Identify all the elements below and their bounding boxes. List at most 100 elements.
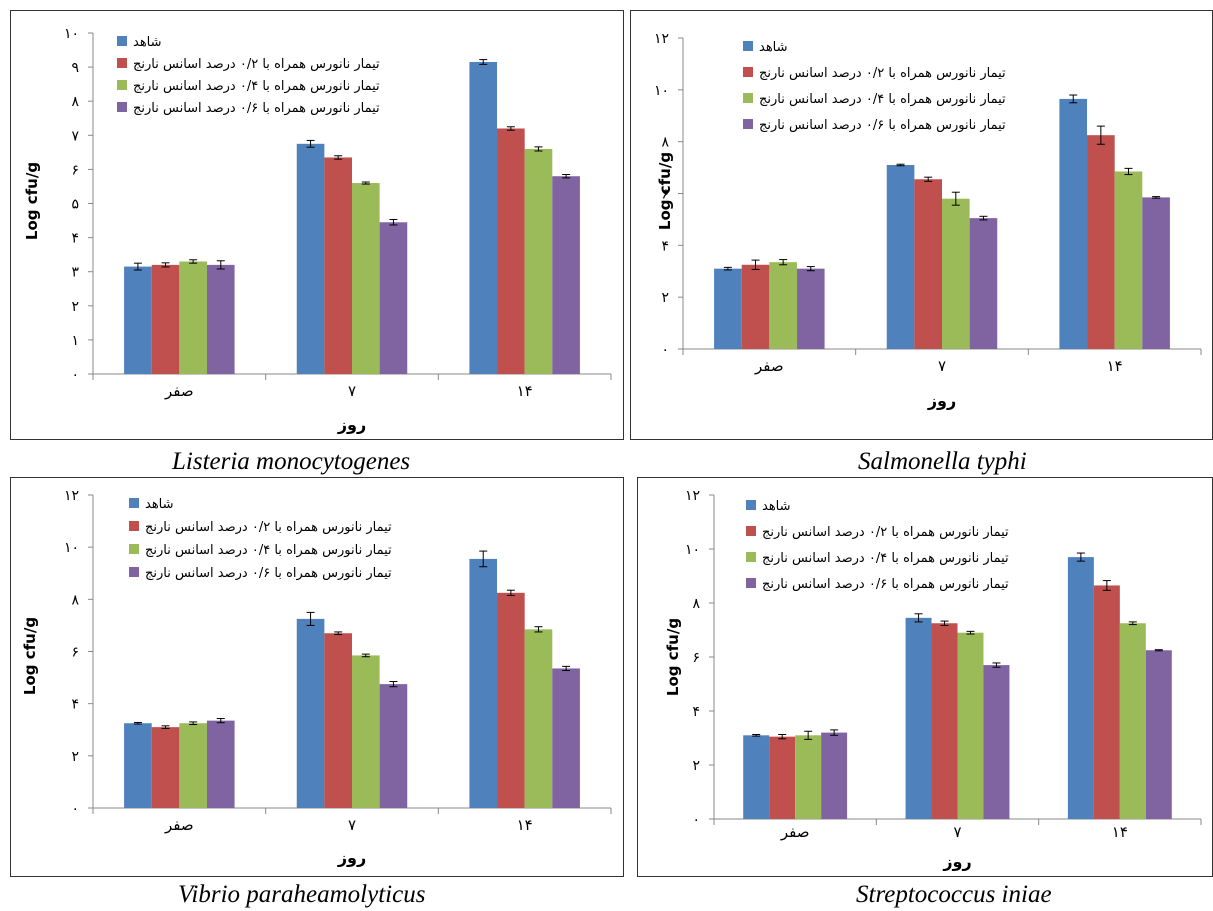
error-bar (389, 219, 398, 226)
bar-series-4-category-2 (379, 684, 408, 808)
y-tick-label: ۸ (692, 596, 700, 612)
bar-series-1-category-2 (886, 164, 915, 349)
bar-series-1-category-3 (469, 558, 498, 808)
x-category-label: صفر (780, 823, 810, 841)
legend-swatch (129, 544, 139, 554)
bar-series-4-category-3 (1145, 650, 1172, 819)
error-bar (534, 146, 543, 152)
x-category-label: ۱۴ (517, 816, 533, 834)
legend-label: تیمار نانورس همراه با ۰/۴ درصد اسانس نار… (759, 92, 1006, 107)
legend-label: تیمار نانورس همراه با ۰/۴ درصد اسانس نار… (762, 551, 1009, 566)
error-bar (778, 733, 787, 740)
error-bar (1102, 580, 1111, 591)
chart-caption-listeria: Listeria monocytogenes (172, 448, 411, 475)
y-tick-label: ۰ (661, 342, 669, 358)
error-bar (951, 191, 960, 206)
legend-label: تیمار نانورس همراه با ۰/۲ درصد اسانس نار… (133, 57, 380, 72)
legend-swatch (129, 521, 139, 531)
y-tick-label: ۱۰ (685, 542, 700, 558)
bar-series-1-category-3 (469, 61, 498, 375)
error-bar (896, 163, 905, 167)
bar-series-3-category-1 (795, 735, 822, 819)
y-tick-label: ۰ (71, 367, 79, 383)
error-bar (189, 259, 198, 264)
y-tick-label: ۸ (71, 94, 79, 110)
legend-label: شاهد (145, 497, 174, 512)
chart-caption-salmonella: Salmonella typhi (858, 448, 1027, 475)
y-tick-label: ۲ (71, 749, 79, 765)
bar-series-3-category-3 (1114, 171, 1143, 349)
chart-panel-streptococcus: ۰ ۲ ۴ ۶ ۸ ۱۰ ۱۲ صفر ۷ ۱۴ روز Log cfu/g شاهد تیمار نان… (637, 477, 1213, 877)
legend-swatch (117, 80, 127, 90)
error-bar (361, 653, 370, 658)
bar-series-2-category-3 (497, 128, 525, 374)
legend-label: تیمار نانورس همراه با ۰/۶ درصد اسانس نار… (759, 118, 1006, 133)
error-bar (306, 611, 315, 626)
error-bar (1124, 167, 1133, 176)
bar-series-3-category-1 (769, 262, 797, 349)
chart-legend: شاهد تیمار نانورس همراه با ۰/۲ درصد اسانس… (129, 497, 392, 581)
legend-label: تیمار نانورس همراه با ۰/۴ درصد اسانس نار… (133, 79, 380, 94)
y-tick-label: ۱۰ (654, 83, 669, 99)
error-bar (479, 550, 488, 568)
y-tick-label: ۷ (71, 128, 79, 144)
bar-series-3-category-1 (179, 723, 207, 808)
bar-series-4-category-1 (206, 264, 235, 374)
bar-series-4-category-1 (796, 268, 825, 349)
y-tick-label: ۱ (71, 333, 79, 349)
y-tick-label: ۸ (661, 135, 669, 151)
chart-caption-vibrio: Vibrio paraheamolyticus (178, 881, 426, 908)
error-bar (979, 215, 988, 221)
chart-caption-streptococcus: Streptococcus iniae (856, 881, 1052, 908)
error-bar (216, 260, 225, 270)
error-bar (751, 259, 760, 270)
y-tick-label: ۱۲ (685, 488, 700, 504)
error-bar (562, 665, 571, 672)
bar-series-3-category-1 (179, 261, 207, 374)
error-bar (562, 174, 571, 179)
legend-swatch (743, 41, 753, 51)
error-bar (1076, 552, 1085, 562)
error-bar (189, 721, 198, 726)
y-tick-label: ۰ (71, 801, 79, 817)
y-tick-label: ۶ (71, 645, 79, 661)
y-axis-title: Log cfu/g (23, 162, 41, 240)
bar-series-1-category-1 (124, 723, 152, 808)
chart-panel-listeria: ۰ ۱ ۲ ۳ ۴ ۵ ۶ ۷ ۸ ۹ ۱۰ صفر ۷ ۱۴ روز Log cfu/g شاهد تیمار … (10, 10, 624, 440)
legend-label: تیمار نانورس همراه با ۰/۲ درصد اسانس نار… (145, 520, 392, 535)
bar-series-2-category-3 (497, 592, 525, 808)
bar-series-3-category-2 (352, 655, 380, 808)
y-tick-label: ۱۰ (64, 26, 79, 42)
error-bar (1069, 94, 1078, 104)
y-tick-label: ۰ (692, 812, 700, 828)
bar-series-4-category-2 (983, 665, 1010, 819)
chart-legend: شاهد تیمار نانورس همراه با ۰/۲ درصد اسانس… (746, 499, 1009, 592)
y-tick-label: ۴ (692, 704, 700, 720)
error-bar (161, 725, 170, 729)
y-tick-label: ۵ (71, 197, 79, 213)
error-bar (534, 626, 543, 633)
x-category-label: صفر (164, 382, 194, 400)
error-bar (479, 59, 488, 65)
x-axis-title: روز (927, 391, 956, 410)
error-bar (334, 155, 343, 160)
error-bar (723, 266, 732, 271)
x-axis-title: روز (337, 415, 366, 434)
bar-series-2-category-3 (1087, 135, 1115, 349)
legend-label: تیمار نانورس همراه با ۰/۲ درصد اسانس نار… (759, 66, 1006, 81)
error-bar (1152, 196, 1161, 199)
legend-swatch (129, 498, 139, 508)
x-category-label: ۷ (953, 823, 961, 841)
bar-series-4-category-2 (379, 222, 408, 374)
y-axis-title: Log cfu/g (664, 618, 682, 696)
legend-label: شاهد (762, 499, 791, 514)
bar-series-2-category-2 (324, 633, 352, 808)
error-bar (361, 181, 370, 185)
error-bar (389, 680, 398, 688)
chart-legend: شاهد تیمار نانورس همراه با ۰/۲ درصد اسانس… (743, 40, 1006, 133)
y-tick-label: ۱۰ (64, 540, 79, 556)
error-bar (992, 662, 1001, 668)
y-tick-label: ۳ (71, 265, 79, 281)
y-tick-label: ۴ (661, 238, 669, 254)
x-axis-title: روز (337, 848, 366, 867)
